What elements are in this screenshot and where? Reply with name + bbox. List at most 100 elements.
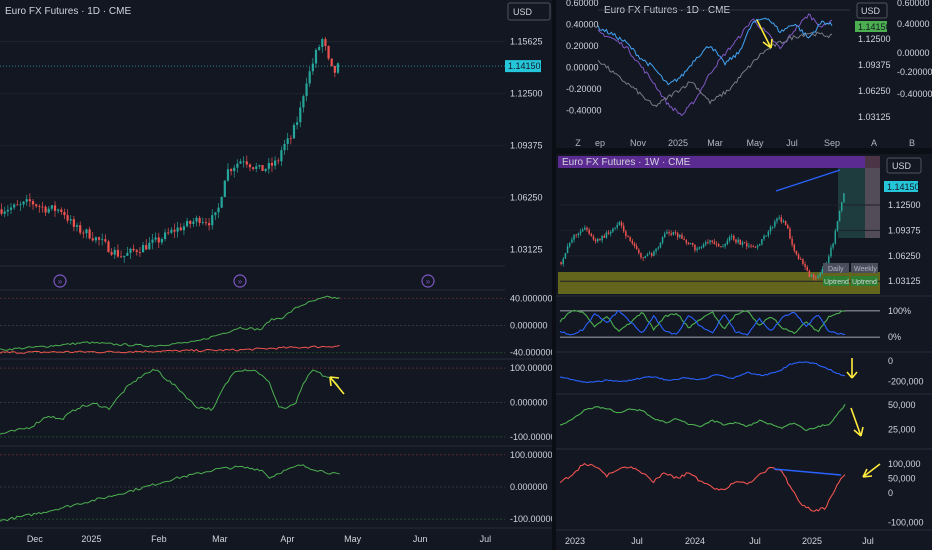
trend-status-table: Daily Weekly Uptrend Uptrend bbox=[823, 263, 878, 286]
overlay-time-tick-label: ep bbox=[595, 138, 605, 148]
weekly-oscillator-tick-label: 100% bbox=[888, 306, 911, 316]
candle bbox=[612, 227, 614, 234]
candle bbox=[66, 209, 69, 224]
series-line-w3-0 bbox=[559, 462, 846, 512]
daily-currency-button[interactable]: USD bbox=[507, 2, 551, 21]
candle bbox=[330, 58, 333, 67]
overlay-oscillator-tick-label: 0.40000 bbox=[897, 19, 930, 29]
trend-header-daily: Daily bbox=[828, 266, 844, 273]
time-tick-label: Jun bbox=[413, 534, 428, 544]
candle bbox=[722, 244, 724, 248]
candle bbox=[797, 252, 800, 260]
candle bbox=[808, 269, 811, 278]
candle bbox=[104, 234, 107, 244]
candle bbox=[581, 227, 584, 232]
time-tick-label: Apr bbox=[280, 534, 294, 544]
daily-chart-title: Euro FX Futures · 1D · CME bbox=[5, 6, 131, 17]
candle bbox=[733, 234, 735, 242]
daily-last-price-tag: 1.14150 bbox=[505, 60, 541, 73]
annotation-arrow-icon bbox=[850, 407, 864, 437]
scroll-forward-icon: » bbox=[426, 277, 431, 286]
weekly-oscillator-pane-1: 100% 0% bbox=[559, 306, 911, 342]
annotation-arrow-icon bbox=[862, 463, 881, 478]
overlay-currency-label: USD bbox=[861, 6, 881, 16]
weekly-last-price-label: 1.14150 bbox=[887, 182, 920, 192]
candle bbox=[110, 248, 113, 257]
candle bbox=[687, 241, 690, 245]
overlay-chart-panel[interactable]: Euro FX Futures · 1D · CME USD 1.14150 0… bbox=[556, 0, 932, 148]
candle bbox=[571, 237, 573, 244]
price-tick-label: 1.06250 bbox=[510, 193, 543, 203]
daily-price-axis: 1.15625 1.12500 1.09375 1.06250 1.03125 bbox=[510, 37, 543, 255]
candle bbox=[252, 166, 255, 171]
candle bbox=[35, 203, 38, 209]
candle bbox=[195, 215, 198, 227]
candle bbox=[145, 239, 148, 251]
candle bbox=[264, 168, 267, 173]
daily-price-grid bbox=[0, 41, 505, 251]
candle bbox=[625, 229, 627, 239]
candle bbox=[605, 230, 608, 239]
weekly-title-band bbox=[558, 156, 865, 168]
overlay-left-tick-label: -0.40000 bbox=[566, 106, 602, 116]
candle bbox=[784, 220, 787, 226]
candle bbox=[25, 194, 28, 206]
overlay-oscillator-axis: 0.60000 0.40000 0.00000 -0.20000 -0.40000 bbox=[897, 0, 932, 99]
overlay-currency-button[interactable]: USD bbox=[856, 2, 888, 19]
scroll-forward-button[interactable]: » bbox=[421, 274, 435, 288]
candle bbox=[631, 238, 634, 245]
scroll-forward-button[interactable]: » bbox=[233, 274, 247, 288]
scroll-forward-icon: » bbox=[238, 277, 243, 286]
candle bbox=[588, 227, 590, 236]
candle bbox=[270, 157, 274, 172]
candle bbox=[776, 217, 778, 224]
weekly-currency-button[interactable]: USD bbox=[886, 157, 922, 174]
candle bbox=[229, 167, 233, 176]
weekly-time-tick-label: Jul bbox=[749, 536, 761, 546]
weekly-oscillator-tick-label: 0 bbox=[888, 488, 893, 498]
candle bbox=[119, 250, 123, 258]
overlay-last-price-tag: 1.14150 bbox=[855, 21, 891, 32]
series-line-o-2 bbox=[597, 31, 833, 108]
candle bbox=[116, 244, 120, 259]
daily-oscillator-pane-3: 100.000000 0.000000 -100.000000 bbox=[0, 450, 561, 524]
candle bbox=[560, 261, 562, 266]
candle bbox=[198, 215, 201, 227]
daily-chart-panel[interactable]: Euro FX Futures · 1D · CME USD 1.156251.… bbox=[0, 0, 561, 550]
weekly-oscillator-pane-4: 100,000 50,000 0 -100,000 bbox=[559, 459, 924, 528]
candle bbox=[663, 231, 666, 239]
candle bbox=[674, 229, 677, 236]
candle bbox=[286, 132, 289, 151]
candle bbox=[31, 199, 35, 210]
candle bbox=[724, 242, 726, 249]
candle bbox=[715, 241, 718, 248]
candle bbox=[132, 244, 135, 252]
overlay-left-tick-label: 0.20000 bbox=[566, 41, 599, 51]
weekly-price-tick-label: 1.12500 bbox=[888, 200, 921, 210]
series-line-w1-0 bbox=[559, 361, 846, 383]
candle bbox=[804, 261, 806, 270]
series-line-o-0 bbox=[597, 13, 833, 117]
weekly-oscillator-tick-label: 100,000 bbox=[888, 459, 921, 469]
weekly-oscillator-tick-label: -100,000 bbox=[888, 518, 924, 528]
candle bbox=[830, 244, 832, 258]
weekly-chart-panel[interactable]: Euro FX Futures · 1W · CME USD 1.125001.… bbox=[556, 154, 932, 550]
candle bbox=[767, 230, 770, 238]
candle bbox=[573, 234, 575, 243]
candle bbox=[836, 220, 839, 232]
candle bbox=[97, 236, 101, 246]
candle bbox=[160, 237, 164, 246]
candle bbox=[668, 229, 670, 237]
scroll-forward-button[interactable]: » bbox=[53, 274, 67, 288]
overlay-oscillator-tick-label: 0.60000 bbox=[897, 0, 930, 8]
candle bbox=[185, 217, 189, 228]
candle bbox=[789, 226, 791, 240]
candle bbox=[620, 220, 623, 229]
candle bbox=[151, 234, 154, 250]
candle bbox=[622, 222, 625, 233]
candle bbox=[666, 229, 668, 235]
candle bbox=[233, 164, 236, 178]
candle bbox=[599, 238, 601, 241]
weekly-support-zone bbox=[558, 272, 880, 294]
candle bbox=[689, 243, 692, 245]
